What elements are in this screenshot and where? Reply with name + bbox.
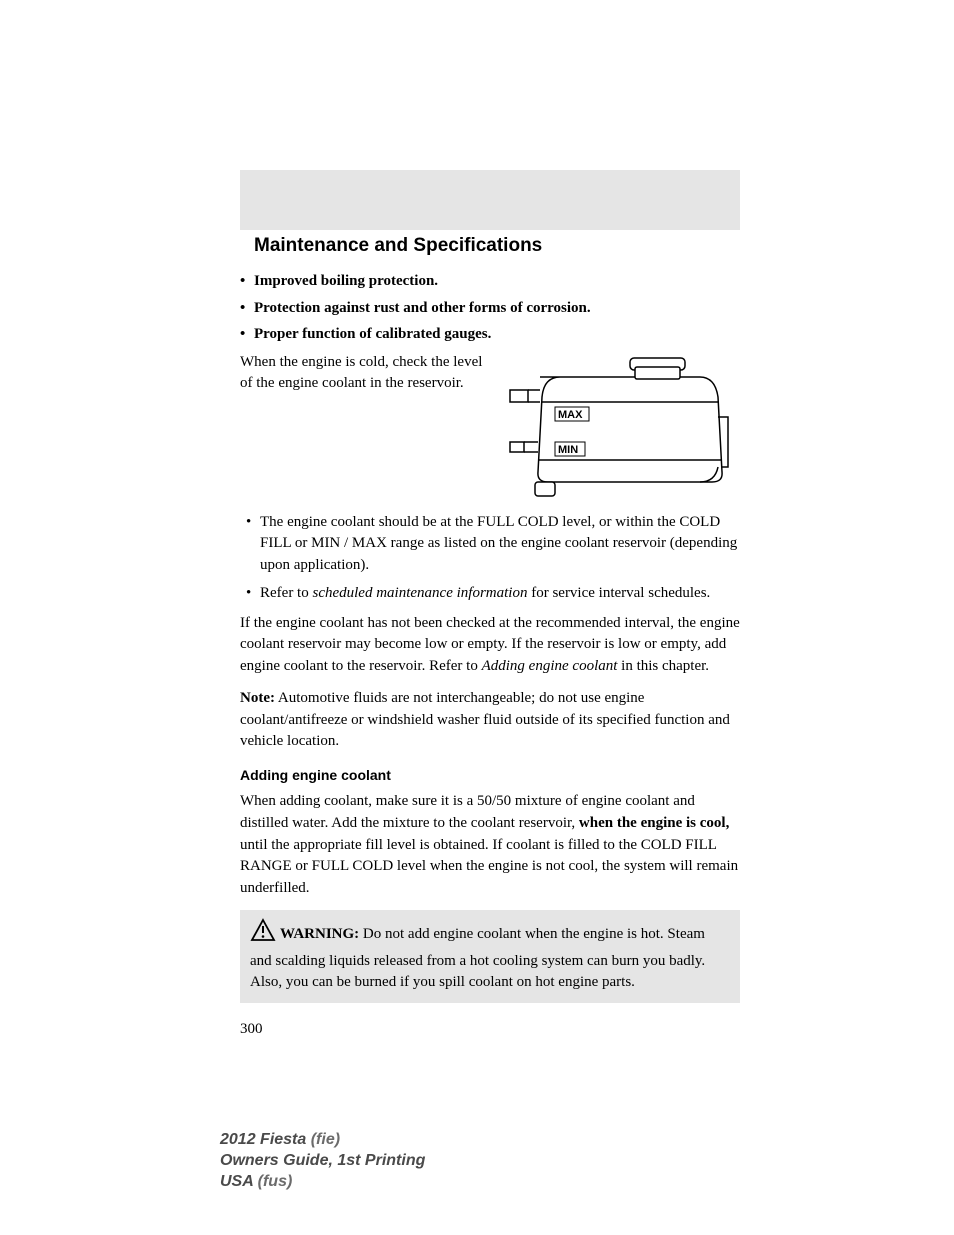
list-item: Improved boiling protection.: [240, 270, 740, 293]
content-area: Improved boiling protection. Protection …: [240, 270, 740, 1038]
note-paragraph: Note: Automotive fluids are not intercha…: [240, 688, 740, 753]
page-number: 300: [240, 1021, 740, 1038]
header-bar: [240, 170, 740, 230]
list-item: Proper function of calibrated gauges.: [240, 323, 740, 346]
list-item: Protection against rust and other forms …: [240, 297, 740, 320]
paragraph: When adding coolant, make sure it is a 5…: [240, 791, 740, 900]
list-item: Refer to scheduled maintenance informati…: [240, 583, 740, 605]
max-label: MAX: [558, 409, 583, 421]
intro-paragraph: When the engine is cold, check the level…: [240, 352, 490, 502]
paragraph: If the engine coolant has not been check…: [240, 613, 740, 678]
list-item: The engine coolant should be at the FULL…: [240, 512, 740, 577]
coolant-reservoir-diagram: MAX MIN: [500, 352, 740, 502]
footer-line: 2012 Fiesta (fie): [220, 1130, 425, 1151]
section-heading: Maintenance and Specifications: [254, 235, 542, 257]
warning-icon: [250, 918, 276, 949]
min-label: MIN: [558, 444, 578, 456]
footer: 2012 Fiesta (fie) Owners Guide, 1st Prin…: [220, 1130, 425, 1192]
footer-line: Owners Guide, 1st Printing: [220, 1151, 425, 1172]
sub-heading: Adding engine coolant: [240, 767, 740, 783]
benefits-list: Improved boiling protection. Protection …: [240, 270, 740, 346]
footer-line: USA (fus): [220, 1172, 425, 1193]
warning-box: WARNING: Do not add engine coolant when …: [240, 910, 740, 1003]
details-list: The engine coolant should be at the FULL…: [240, 512, 740, 605]
text-and-diagram: When the engine is cold, check the level…: [240, 352, 740, 502]
